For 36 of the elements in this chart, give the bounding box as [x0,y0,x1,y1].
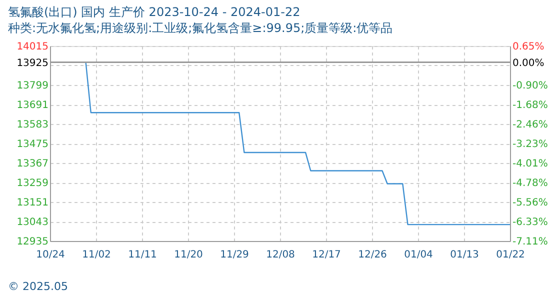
x-tick-label: 11/20 [174,250,203,260]
chart-title: 氢氟酸(出口) 国内 生产价 2023-10-24 - 2024-01-22 [8,5,300,19]
y2-tick-label: -3.23% [512,139,548,150]
y-tick-label: 13691 [16,100,48,111]
y-tick-label: 13799 [16,80,48,92]
x-tick-label: 12/08 [266,250,295,260]
y2-tick-label: -2.46% [512,120,548,131]
y2-tick-label: -1.68% [512,100,548,112]
y-tick-label: 12935 [16,236,48,248]
x-tick-label: 10/24 [36,250,65,260]
y2-tick-label: -0.90% [512,80,548,92]
y2-tick-label: -5.56% [512,198,548,209]
x-tick-label: 01/04 [404,250,433,260]
y2-tick-label: -4.01% [512,158,548,170]
text: © 2025.05 [8,280,68,293]
y2-tick-label: 0.00% [512,58,544,69]
y-tick-label: 13367 [16,158,48,170]
y2-tick-label: -4.78% [512,178,548,189]
y-tick-label: 13259 [16,178,48,189]
y-tick-label: 13475 [16,139,48,150]
x-tick-label: 12/26 [358,250,387,260]
y-tick-label: 13151 [16,198,48,208]
x-tick-label: 12/17 [312,250,341,260]
y-tick-label: 13925 [16,58,48,69]
x-tick-label: 01/13 [450,250,479,260]
y2-tick-label: -7.11% [512,236,548,248]
y2-tick-label: -6.33% [512,216,548,228]
y-tick-label: 14015 [16,42,48,52]
y-tick-label: 13583 [16,120,48,130]
x-tick-label: 11/11 [128,250,157,260]
chart-subtitle: 种类:无水氟化氢;用途级别:工业级;氟化氢含量≥:99.95;质量等级:优等品 [8,21,393,35]
x-tick-label: 11/02 [82,250,111,260]
x-tick-label: 01/22 [496,250,525,260]
y-tick-label: 13043 [16,217,48,228]
y2-tick-label: 0.65% [512,42,544,52]
x-tick-label: 11/29 [220,250,249,260]
